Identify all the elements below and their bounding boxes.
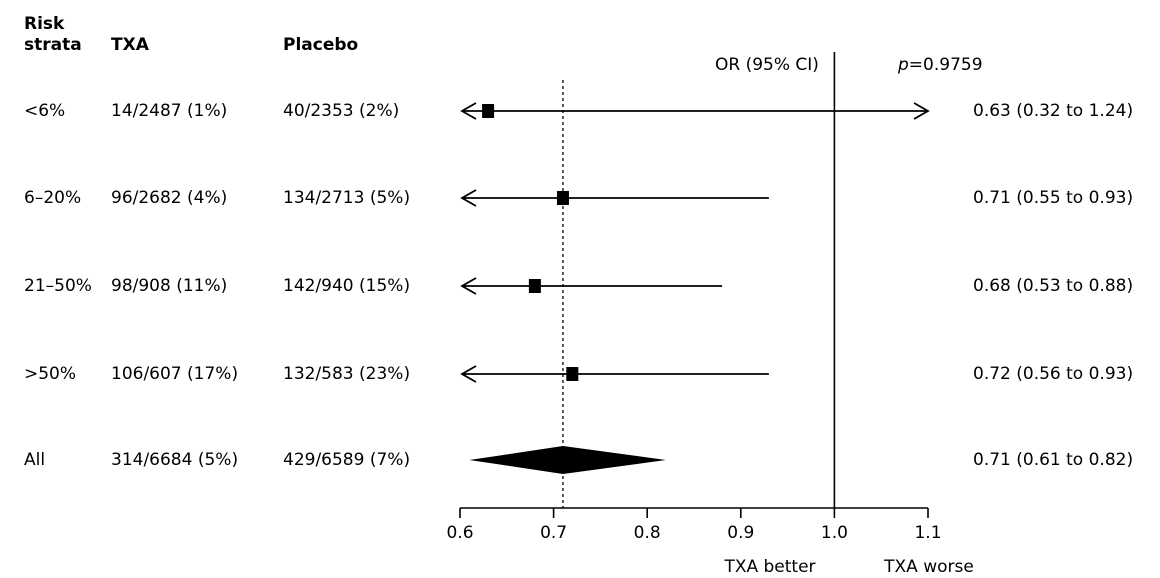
left-arrow-icon <box>460 189 477 207</box>
row-txa: 98/908 (11%) <box>111 276 228 296</box>
txa-better-label: TXA better <box>723 557 815 577</box>
header-txa: TXA <box>111 35 149 55</box>
left-arrow-icon <box>460 277 477 295</box>
row-stratum: <6% <box>24 101 66 121</box>
pooled-diamond <box>469 446 666 474</box>
row-txa: 106/607 (17%) <box>111 364 239 384</box>
row-stratum: All <box>24 450 46 470</box>
header-or-ci: OR (95% CI) <box>715 55 819 75</box>
header-p-value: p=0.9759 <box>898 55 983 75</box>
row-txa: 314/6684 (5%) <box>111 450 239 470</box>
plot-layer <box>459 52 930 518</box>
x-tick-label: 1.0 <box>821 523 848 543</box>
row-stratum: 21–50% <box>24 276 92 296</box>
header-placebo: Placebo <box>283 35 359 55</box>
tick-label-layer: 0.6 0.7 0.8 0.9 1.0 1.1 TXA better TXA w… <box>446 523 973 577</box>
row-stratum: 6–20% <box>24 188 82 208</box>
row-placebo: 142/940 (15%) <box>283 276 411 296</box>
row-placebo: 429/6589 (7%) <box>283 450 411 470</box>
row-txa: 96/2682 (4%) <box>111 188 228 208</box>
point-estimate-square <box>566 367 579 381</box>
row-or-ci: 0.71 (0.55 to 0.93) <box>973 188 1134 208</box>
right-arrow-icon <box>913 102 930 120</box>
txa-worse-label: TXA worse <box>883 557 974 577</box>
x-tick-label: 0.7 <box>540 523 567 543</box>
row-placebo: 40/2353 (2%) <box>283 101 400 121</box>
point-estimate-square <box>556 191 569 205</box>
header-risk: Risk <box>24 14 65 34</box>
row-or-ci: 0.71 (0.61 to 0.82) <box>973 450 1134 470</box>
x-tick-label: 0.6 <box>446 523 473 543</box>
point-estimate-square <box>528 279 541 293</box>
x-tick-label: 0.9 <box>727 523 754 543</box>
row-or-ci: 0.63 (0.32 to 1.24) <box>973 101 1134 121</box>
p-value-text: =0.9759 <box>908 55 983 75</box>
p-symbol: p <box>898 55 909 75</box>
row-or-ci: 0.68 (0.53 to 0.88) <box>973 276 1134 296</box>
left-arrow-icon <box>460 102 477 120</box>
point-estimate-square <box>482 104 495 118</box>
row-placebo: 134/2713 (5%) <box>283 188 411 208</box>
header-strata: strata <box>24 35 82 55</box>
x-tick-label: 0.8 <box>634 523 661 543</box>
row-txa: 14/2487 (1%) <box>111 101 228 121</box>
left-arrow-icon <box>460 365 477 383</box>
row-stratum: >50% <box>24 364 77 384</box>
x-tick-label: 1.1 <box>914 523 941 543</box>
row-placebo: 132/583 (23%) <box>283 364 411 384</box>
row-or-ci: 0.72 (0.56 to 0.93) <box>973 364 1134 384</box>
